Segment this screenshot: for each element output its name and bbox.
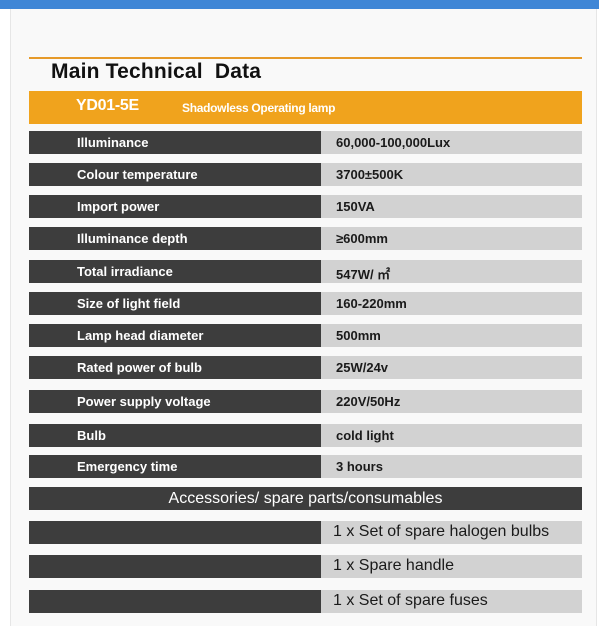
spec-value: 160-220mm xyxy=(336,296,407,311)
spec-value: 500mm xyxy=(336,328,381,343)
spec-value: 25W/24v xyxy=(336,360,389,375)
spec-row: Size of light field 160-220mm xyxy=(29,292,582,315)
spec-label: Colour temperature xyxy=(77,167,198,182)
spec-value: 220V/50Hz xyxy=(336,394,401,409)
product-header: YD01-5E Shadowless Operating lamp xyxy=(29,91,582,124)
title-rule xyxy=(29,57,582,59)
spec-label: Lamp head diameter xyxy=(77,328,204,343)
spec-value: 3 hours xyxy=(336,459,383,474)
spec-value: 150VA xyxy=(336,199,375,214)
spec-label: Total irradiance xyxy=(77,264,173,279)
spec-row: Colour temperature 3700±500K xyxy=(29,163,582,186)
spec-label: Bulb xyxy=(77,428,106,443)
product-name: Shadowless Operating lamp xyxy=(182,101,336,115)
spec-row: Rated power of bulb 25W/24v xyxy=(29,356,582,379)
spec-label: Illuminance xyxy=(77,135,149,150)
accessories-heading: Accessories/ spare parts/consumables xyxy=(29,487,582,510)
spec-row: Bulb cold light xyxy=(29,424,582,447)
spec-label: Size of light field xyxy=(77,296,181,311)
accessory-row: 1 x Set of spare halogen bulbs xyxy=(29,521,582,544)
spec-value: cold light xyxy=(336,428,394,443)
accessory-item: 1 x Set of spare fuses xyxy=(333,592,488,609)
top-accent-bar xyxy=(0,0,599,9)
spec-value: 60,000-100,000Lux xyxy=(336,135,451,150)
spec-value: 547W/ ㎡ xyxy=(336,267,391,282)
spec-row: Illuminance 60,000-100,000Lux xyxy=(29,131,582,154)
spec-label: Rated power of bulb xyxy=(77,360,202,375)
spec-label: Import power xyxy=(77,199,160,214)
spec-row: Emergency time 3 hours xyxy=(29,455,582,478)
spec-row: Illuminance depth ≥600mm xyxy=(29,227,582,250)
spec-row: Import power 150VA xyxy=(29,195,582,218)
model-number: YD01-5E xyxy=(76,97,139,114)
spec-row: Power supply voltage 220V/50Hz xyxy=(29,390,582,413)
accessory-row: 1 x Spare handle xyxy=(29,555,582,578)
spec-value: 3700±500K xyxy=(336,167,404,182)
accessory-row: 1 x Set of spare fuses xyxy=(29,590,582,613)
spec-label: Illuminance depth xyxy=(77,231,188,246)
accessory-item: 1 x Set of spare halogen bulbs xyxy=(333,523,550,540)
spec-label: Power supply voltage xyxy=(77,394,211,409)
accessory-item: 1 x Spare handle xyxy=(333,557,454,574)
page-title: Main Technical Data xyxy=(51,60,262,83)
spec-row: Total irradiance 547W/ ㎡ xyxy=(29,260,582,283)
spec-row: Lamp head diameter 500mm xyxy=(29,324,582,347)
spec-value: ≥600mm xyxy=(336,231,388,246)
spec-label: Emergency time xyxy=(77,459,178,474)
